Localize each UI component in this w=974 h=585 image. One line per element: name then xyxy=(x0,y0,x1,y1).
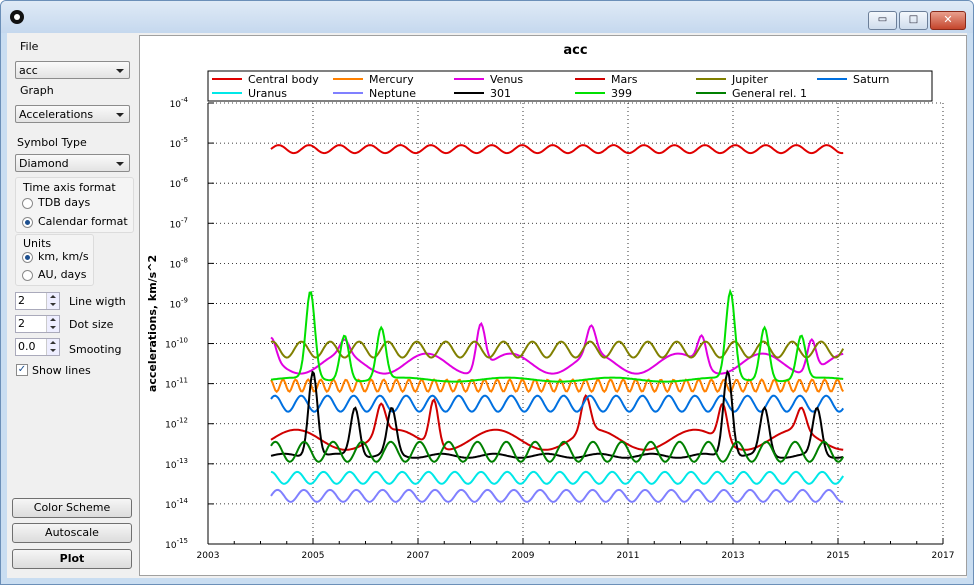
plot-area[interactable]: acc 2003 2005 2007 2009 2011 2013 2015 2017 10-15… xyxy=(139,35,967,576)
chevron-down-icon xyxy=(116,162,124,166)
x-tick-label: 2009 xyxy=(512,551,535,561)
line-width-label: Line wigth xyxy=(69,295,126,308)
graph-select[interactable]: Accelerations xyxy=(15,105,130,123)
legend-label: Mercury xyxy=(369,73,414,86)
y-tick-label: 10-10 xyxy=(165,337,188,351)
y-tick-label: 10-4 xyxy=(170,96,189,110)
legend-label: General rel. 1 xyxy=(732,87,807,100)
stepper-arrows-icon[interactable] xyxy=(46,293,59,309)
time-axis-title: Time axis format xyxy=(23,181,116,194)
smoothing-label: Smooting xyxy=(69,343,122,356)
line-width-stepper[interactable]: 2 xyxy=(15,292,60,310)
symbol-type-value: Diamond xyxy=(19,157,69,170)
y-tick-label: 10-8 xyxy=(170,256,188,270)
series-line xyxy=(270,394,845,413)
client-area: File acc Graph Accelerations Symbol Type… xyxy=(7,33,967,578)
tdb-days-label: TDB days xyxy=(38,196,91,209)
y-tick-label: 10-7 xyxy=(170,216,188,230)
close-button[interactable]: ✕ xyxy=(930,11,966,30)
radio-tdb-days[interactable] xyxy=(22,198,33,209)
maximize-button[interactable]: □ xyxy=(899,11,928,30)
y-tick-label: 10-9 xyxy=(170,296,188,310)
chart-title: acc xyxy=(563,43,587,58)
minimize-icon: ▭ xyxy=(877,14,888,25)
legend-label: Saturn xyxy=(853,73,889,86)
symbol-type-select[interactable]: Diamond xyxy=(15,154,130,172)
x-tick-label: 2017 xyxy=(932,551,955,561)
legend-label: Venus xyxy=(490,73,523,86)
series-line xyxy=(270,340,845,359)
file-select-value: acc xyxy=(19,64,38,77)
app-logo-icon xyxy=(10,10,24,24)
y-tick-label: 10-5 xyxy=(170,136,188,150)
smoothing-stepper[interactable]: 0.0 xyxy=(15,338,60,356)
color-scheme-button[interactable]: Color Scheme xyxy=(12,498,132,518)
series-line xyxy=(270,470,845,485)
km-kms-label: km, km/s xyxy=(38,250,89,263)
dot-size-value: 2 xyxy=(18,317,25,330)
legend-label: 399 xyxy=(611,87,632,100)
minimize-button[interactable]: ▭ xyxy=(868,11,897,30)
autoscale-button[interactable]: Autoscale xyxy=(12,523,132,543)
legend-box xyxy=(207,70,933,102)
stepper-arrows-icon[interactable] xyxy=(46,339,59,355)
chevron-down-icon xyxy=(116,113,124,117)
x-tick-label: 2013 xyxy=(722,551,745,561)
title-bar[interactable]: ▭ □ ✕ xyxy=(1,1,973,33)
close-icon: ✕ xyxy=(943,13,953,26)
radio-calendar-format[interactable] xyxy=(22,217,33,228)
graph-label: Graph xyxy=(20,84,54,97)
series-line xyxy=(270,488,844,503)
legend-label: Jupiter xyxy=(731,73,768,86)
stepper-arrows-icon[interactable] xyxy=(46,316,59,332)
x-tick-label: 2007 xyxy=(407,551,430,561)
series-line xyxy=(270,440,845,463)
series-line xyxy=(270,394,844,451)
plot-button[interactable]: Plot xyxy=(12,549,132,569)
show-lines-label: Show lines xyxy=(32,364,91,377)
time-axis-group: Time axis format TDB days Calendar forma… xyxy=(15,177,134,233)
series-line xyxy=(270,288,844,383)
series-line xyxy=(270,378,845,394)
show-lines-checkbox[interactable]: ✓ xyxy=(16,364,28,376)
y-tick-label: 10-6 xyxy=(170,176,189,190)
legend-label: Uranus xyxy=(248,87,287,100)
dot-size-label: Dot size xyxy=(69,318,114,331)
legend-label: Central body xyxy=(248,73,319,86)
radio-au-days[interactable] xyxy=(22,270,33,281)
units-group: Units km, km/s AU, days xyxy=(15,234,94,286)
chevron-down-icon xyxy=(116,69,124,73)
y-tick-label: 10-15 xyxy=(165,537,188,551)
y-tick-label: 10-13 xyxy=(165,457,188,471)
x-tick-label: 2015 xyxy=(827,551,850,561)
y-axis-label: accelerations, km/s^2 xyxy=(146,255,159,392)
x-tick-label: 2003 xyxy=(197,551,220,561)
dot-size-stepper[interactable]: 2 xyxy=(15,315,60,333)
units-title: Units xyxy=(23,237,52,250)
series-line xyxy=(270,369,844,459)
maximize-icon: □ xyxy=(908,14,919,25)
legend-label: 301 xyxy=(490,87,511,100)
x-tick-label: 2011 xyxy=(617,551,640,561)
series-line xyxy=(270,144,844,155)
y-tick-label: 10-12 xyxy=(165,417,188,431)
symbol-type-label: Symbol Type xyxy=(17,136,87,149)
file-label: File xyxy=(20,40,39,53)
legend-label: Neptune xyxy=(369,87,416,100)
file-select[interactable]: acc xyxy=(15,61,130,79)
line-width-value: 2 xyxy=(18,294,25,307)
calendar-format-label: Calendar format xyxy=(38,215,128,228)
chart-svg: acc 2003 2005 2007 2009 2011 2013 2015 2017 10-15… xyxy=(146,43,955,561)
y-tick-label: 10-14 xyxy=(165,497,188,511)
graph-select-value: Accelerations xyxy=(19,108,94,121)
y-tick-label: 10-11 xyxy=(165,377,188,391)
legend-label: Mars xyxy=(611,73,638,86)
x-tick-label: 2005 xyxy=(302,551,325,561)
au-days-label: AU, days xyxy=(38,268,87,281)
series-line xyxy=(270,321,844,375)
smoothing-value: 0.0 xyxy=(18,340,36,353)
radio-km-kms[interactable] xyxy=(22,252,33,263)
control-panel: File acc Graph Accelerations Symbol Type… xyxy=(7,33,137,578)
